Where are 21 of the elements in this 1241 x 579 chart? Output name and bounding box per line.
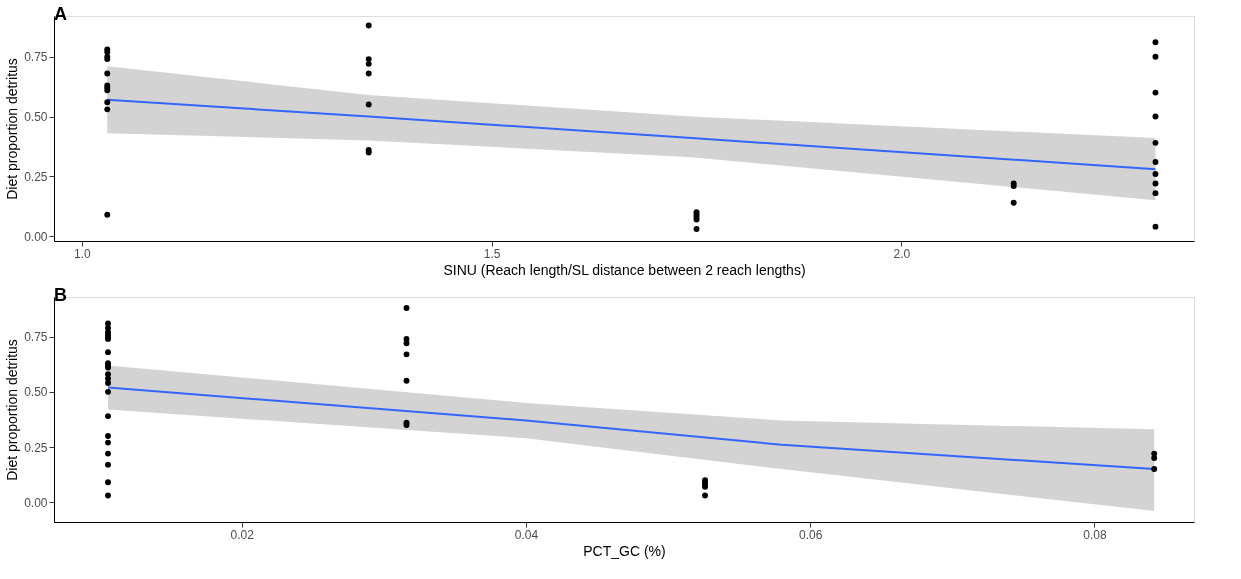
x-tick-label: 0.06	[799, 527, 823, 542]
y-tick-label: 0.50	[24, 110, 48, 125]
x-tick-label: 0.08	[1083, 527, 1107, 542]
y-tick-label: 0.75	[24, 330, 48, 345]
x-axis-title: SINU (Reach length/SL distance between 2 reach lengths)	[443, 261, 806, 278]
x-tick-label: 0.02	[230, 527, 255, 542]
y-tick-label: 0.25	[24, 440, 48, 455]
x-axis-title: PCT_GC (%)	[583, 542, 666, 559]
y-tick-label: 0.00	[24, 495, 48, 510]
chart-title: A	[54, 4, 67, 24]
chart-title: B	[54, 285, 67, 305]
y-axis-title: Diet proportion detritus	[4, 339, 21, 481]
x-tick-label: 2.0	[893, 246, 911, 261]
y-tick-label: 0.00	[24, 229, 48, 244]
x-tick-label: 0.04	[514, 527, 539, 542]
y-axis-title: Diet proportion detritus	[4, 58, 21, 200]
y-tick-label: 0.75	[24, 50, 48, 65]
x-tick-label: 1.0	[74, 246, 92, 261]
y-tick-label: 0.50	[24, 385, 48, 400]
y-tick-label: 0.25	[24, 169, 48, 184]
x-tick-label: 1.5	[483, 246, 501, 261]
